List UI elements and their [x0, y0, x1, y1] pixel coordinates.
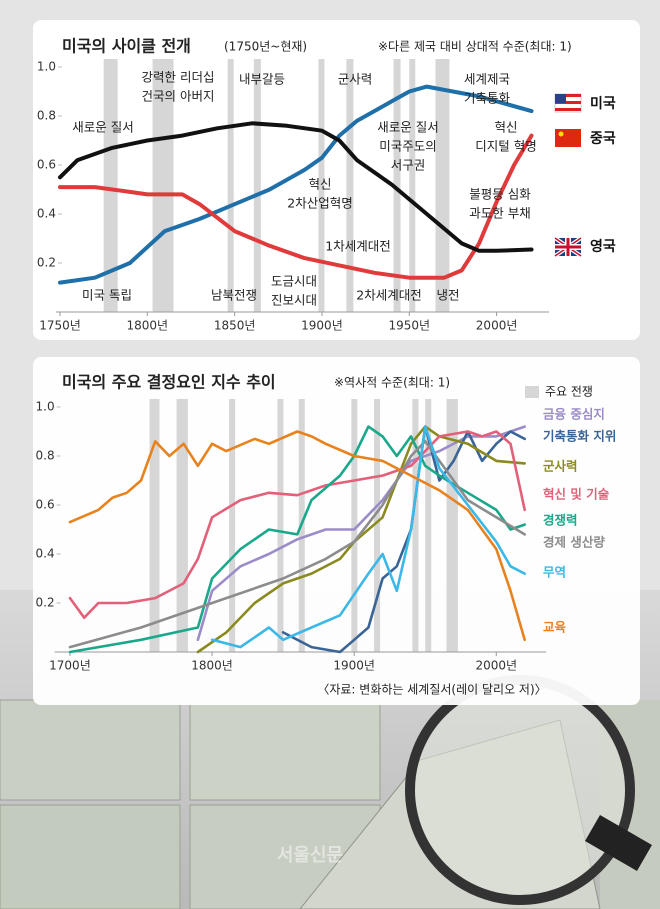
- flag-cn: [555, 129, 581, 147]
- annotation: 내부갈등: [239, 72, 285, 87]
- war-band: [176, 399, 188, 652]
- annotation: 서구권: [391, 158, 426, 173]
- y-tick-label: 0.4: [37, 207, 56, 221]
- war-band: [346, 59, 354, 312]
- flag-us: [554, 93, 582, 113]
- source: 〈자료: 변화하는 세계질서(레이 달리오 저)〉: [317, 683, 546, 697]
- war-band: [277, 399, 284, 652]
- y-tick-label: 0.2: [36, 596, 55, 610]
- annotation: 새로운 질서: [377, 120, 438, 135]
- legend-label: 기축통화 지위: [543, 429, 616, 444]
- y-tick-label: 0.6: [36, 498, 55, 512]
- x-tick-label: 1800년: [191, 659, 233, 673]
- annotation: 기축통화: [464, 91, 511, 106]
- annotation: 남북전쟁: [211, 288, 257, 303]
- war-band: [409, 59, 416, 312]
- annotation: 1차세계대전: [325, 239, 390, 254]
- annotation: 군사력: [338, 72, 373, 87]
- y-tick-label: 0.4: [36, 547, 55, 561]
- y-tick-label: 0.6: [37, 158, 56, 172]
- legend-label: 중국: [590, 131, 616, 147]
- annotation: 혁신: [494, 120, 517, 135]
- x-tick-label: 1950년: [388, 319, 430, 333]
- war-band: [412, 399, 419, 652]
- legend-swatch: [525, 386, 539, 398]
- war-band: [103, 59, 118, 312]
- annotation: 불평등 심화: [469, 187, 531, 202]
- legend-label: 경제 생산량: [543, 535, 605, 550]
- annotation: 디지털 혁명: [475, 139, 536, 154]
- annotation: 과도한 부채: [469, 206, 530, 221]
- war-band: [227, 59, 234, 312]
- chart-title: 미국의 사이클 전개: [62, 37, 191, 56]
- legend-label: 미국: [590, 96, 616, 112]
- annotation: 2차산업혁명: [287, 196, 352, 211]
- series-line: [196, 425, 526, 654]
- legend-label: 혁신 및 기술: [543, 487, 610, 502]
- war-band: [149, 399, 160, 652]
- series-line: [58, 121, 534, 253]
- legend-label: 무역: [543, 565, 566, 580]
- annotation: 새로운 질서: [72, 120, 133, 135]
- x-tick-label: 1750년: [39, 319, 81, 333]
- chart-title: 미국의 주요 결정요인 지수 추이: [62, 373, 276, 392]
- series-line: [58, 133, 534, 280]
- watermark: 서울신문: [277, 845, 343, 866]
- annotation: 혁신: [308, 177, 331, 192]
- series-line: [58, 84, 534, 285]
- x-tick-label: 1800년: [127, 319, 169, 333]
- x-tick-label: 1700년: [49, 659, 91, 673]
- chart-note: ※역사적 수준(최대: 1): [334, 376, 450, 390]
- series-line: [68, 440, 526, 649]
- annotation: 세계제국: [464, 72, 510, 87]
- y-tick-label: 1.0: [36, 400, 55, 414]
- flag-uk: [553, 236, 583, 258]
- x-tick-label: 2000년: [476, 319, 518, 333]
- war-band: [435, 59, 450, 312]
- y-tick-label: 1.0: [37, 60, 56, 74]
- annotation: 2차세계대전: [356, 288, 421, 303]
- war-band: [351, 399, 358, 652]
- x-tick-label: 1900년: [301, 319, 343, 333]
- annotation: 미국 독립: [82, 288, 132, 303]
- legend-label: 군사력: [543, 459, 578, 474]
- legend-label: 교육: [543, 620, 567, 635]
- war-band: [446, 399, 458, 652]
- chart-note: ※다른 제국 대비 상대적 수준(최대: 1): [378, 40, 572, 54]
- legend-label: 금융 중심지: [543, 407, 605, 422]
- y-tick-label: 0.8: [37, 109, 56, 123]
- war-band: [318, 59, 325, 312]
- annotation: 냉전: [436, 288, 459, 303]
- annotation: 도금시대: [271, 274, 317, 289]
- war-band: [229, 399, 236, 652]
- series-line: [68, 425, 526, 654]
- war-band: [393, 59, 401, 312]
- war-band: [374, 399, 381, 652]
- series-line: [68, 430, 526, 619]
- legend-label: 주요 전쟁: [545, 385, 593, 399]
- legend-label: 경쟁력: [543, 513, 578, 528]
- y-tick-label: 0.8: [36, 449, 55, 463]
- annotation: 진보시대: [271, 293, 317, 308]
- series-line: [68, 430, 526, 642]
- x-tick-label: 1900년: [333, 659, 375, 673]
- war-band: [253, 59, 261, 312]
- war-band: [425, 399, 432, 652]
- annotation: 미국주도의: [379, 139, 437, 154]
- x-tick-label: 1850년: [214, 319, 256, 333]
- war-band: [152, 59, 174, 312]
- annotation: 건국의 아버지: [142, 89, 215, 104]
- chart-subtitle: (1750년~현재): [224, 40, 307, 54]
- x-tick-label: 2000년: [475, 659, 517, 673]
- annotation: 강력한 리더십: [142, 70, 215, 85]
- series-line: [210, 425, 526, 649]
- legend-label: 영국: [590, 238, 616, 255]
- y-tick-label: 0.2: [37, 256, 56, 270]
